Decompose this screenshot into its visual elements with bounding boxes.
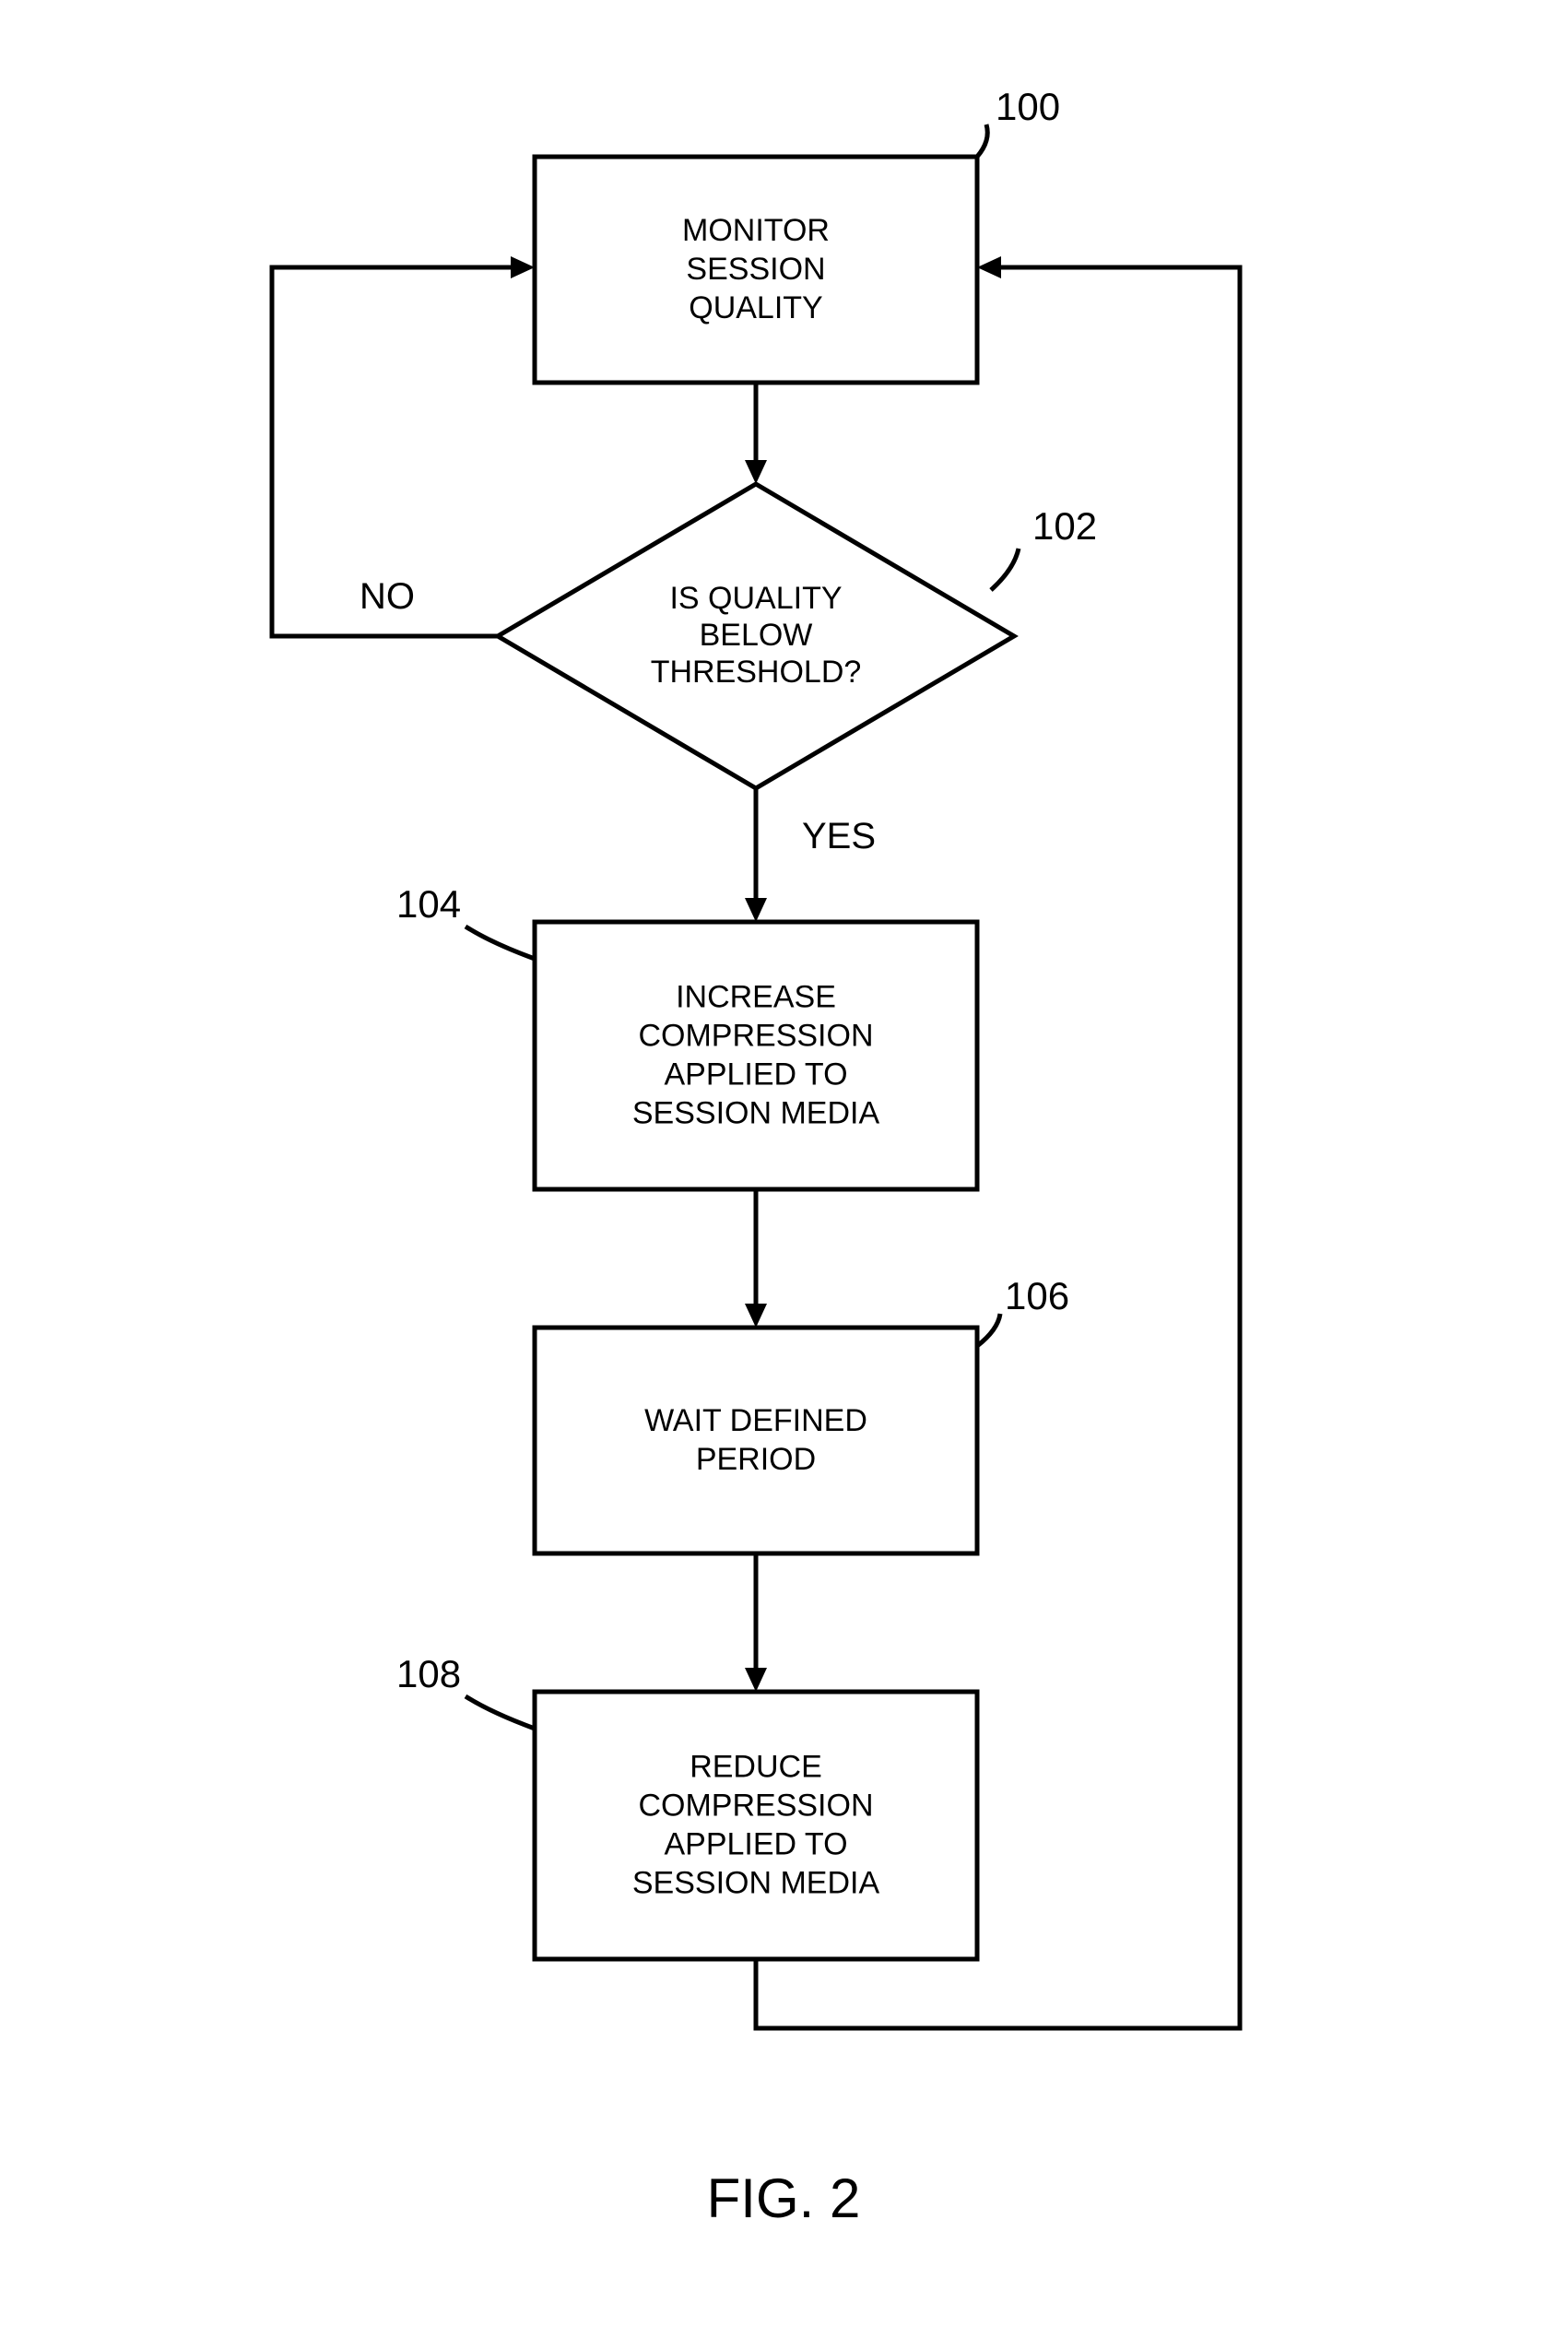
node-text-n102: BELOW — [700, 618, 813, 653]
process-box-n108 — [535, 1692, 977, 1959]
arrowhead — [977, 256, 1001, 278]
node-text-n106: PERIOD — [696, 1442, 816, 1477]
ref-number-n106: 106 — [1005, 1274, 1069, 1317]
arrowhead — [745, 898, 767, 922]
arrowhead — [745, 1668, 767, 1692]
node-text-n108: COMPRESSION — [638, 1789, 873, 1824]
flowchart-figure: NO YES MONITOR SESSIONQUALITY IS QUALITYBELO… — [0, 0, 1568, 2338]
node-text-n108: APPLIED TO — [664, 1827, 847, 1862]
ref-leader-n100 — [977, 124, 987, 157]
arrowhead — [511, 256, 535, 278]
ref-leader-n102 — [991, 549, 1019, 590]
ref-leader-n108 — [466, 1696, 535, 1729]
process-box-n104 — [535, 922, 977, 1189]
figure-caption: FIG. 2 — [707, 2167, 861, 2229]
node-text-n104: COMPRESSION — [638, 1019, 873, 1054]
ref-leader-n106 — [977, 1314, 1000, 1346]
edge-label-e102_104_yes: YES — [802, 816, 876, 856]
node-text-n104: INCREASE — [676, 980, 836, 1015]
node-text-n100: MONITOR — [682, 213, 830, 248]
arrowhead — [745, 460, 767, 484]
ref-number-n102: 102 — [1032, 504, 1097, 548]
ref-number-n104: 104 — [396, 882, 461, 926]
node-text-n102: IS QUALITY — [669, 581, 842, 616]
node-text-n100: QUALITY — [689, 290, 822, 325]
ref-leader-n104 — [466, 927, 535, 959]
node-text-n104: APPLIED TO — [664, 1057, 847, 1092]
ref-number-n100: 100 — [996, 85, 1060, 128]
edge-label-e102_100_no: NO — [360, 576, 415, 617]
node-text-n108: REDUCE — [690, 1750, 822, 1785]
node-text-n102: THRESHOLD? — [651, 655, 862, 690]
node-text-n108: SESSION MEDIA — [632, 1866, 880, 1901]
ref-number-n108: 108 — [396, 1652, 461, 1695]
process-box-n106 — [535, 1328, 977, 1553]
node-text-n104: SESSION MEDIA — [632, 1096, 880, 1131]
node-text-n100: SESSION — [686, 252, 825, 287]
arrowhead — [745, 1304, 767, 1328]
node-text-n106: WAIT DEFINED — [644, 1403, 867, 1438]
